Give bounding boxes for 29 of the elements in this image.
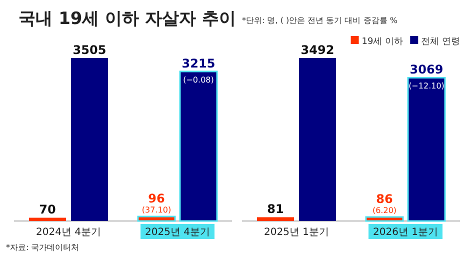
bar	[257, 217, 294, 221]
legend-label: 19세 이하	[362, 37, 404, 47]
x-tick-label: 2025년 4분기	[145, 227, 210, 238]
bar	[407, 76, 446, 222]
data-label: 3069	[410, 62, 444, 77]
bar	[137, 216, 176, 222]
annotation: (37.10)	[142, 206, 172, 215]
annotation: (6.20)	[372, 206, 397, 215]
data-label: 96	[148, 192, 165, 206]
text: *자료: 국가데이터처	[6, 243, 80, 252]
annotation: (−12.10)	[408, 82, 444, 91]
data-label: 3215	[182, 56, 216, 70]
data-label: 86	[376, 192, 393, 206]
annotation: (−0.08)	[183, 75, 214, 84]
bar	[299, 58, 336, 221]
legend-label: 전체 연령	[421, 37, 460, 47]
data-label: 3492	[300, 43, 334, 57]
data-label: 3505	[72, 43, 106, 57]
x-tick-label: 2026년 1분기	[373, 227, 438, 238]
chart-title: 국내 19세 이하 자살자 추이	[18, 9, 236, 29]
bar	[29, 218, 66, 221]
data-label: 81	[267, 202, 284, 216]
x-tick-label: 2024년 4분기	[36, 227, 101, 238]
data-label: 70	[39, 202, 56, 217]
bar	[179, 70, 218, 222]
bar	[71, 58, 108, 221]
bar	[365, 216, 404, 222]
x-tick-label: 2025년 1분기	[264, 227, 329, 238]
chart-subtitle: *단위: 명, ( )안은 전년 동기 대비 증감률 %	[242, 16, 398, 25]
